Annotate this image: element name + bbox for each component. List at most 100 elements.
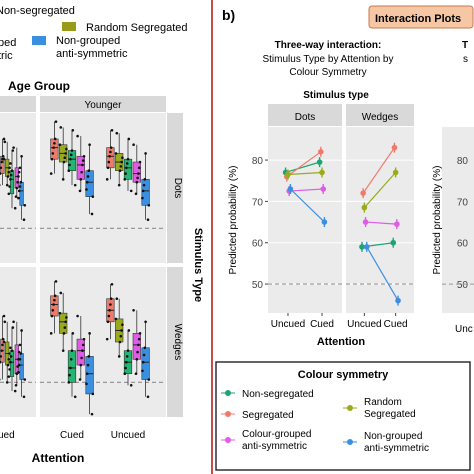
jitter-wedges-cued-3-6 <box>76 314 79 318</box>
jitter-wedges-uncued-3-5 <box>18 343 22 347</box>
box-dots-uncued2-4 <box>141 179 150 206</box>
jitter-wedges-uncued-2-3 <box>9 360 12 364</box>
jitter-dots-uncued2-3-2 <box>136 176 139 180</box>
right-title-line3: Colour Symmetry <box>289 67 366 78</box>
jitter-dots-uncued-4-4 <box>18 185 22 188</box>
point-dots-0-1 <box>316 159 323 165</box>
box-wedges-cued-2 <box>67 350 77 383</box>
legend-label-4-line0: Non-grouped <box>364 431 422 442</box>
x-tick-wedges-uncued: Uncued <box>347 319 381 330</box>
jitter-wedges-cued-2-1 <box>67 381 71 384</box>
jitter-wedges-uncued-2-5 <box>10 349 14 352</box>
jitter-wedges-uncued-1-2 <box>7 358 11 361</box>
jitter-wedges-uncued2-2-4 <box>125 355 129 358</box>
jitter-wedges-cued-2-2 <box>68 373 71 377</box>
jitter-dots-uncued-1-4 <box>9 162 12 165</box>
left-row-strip-wedges <box>167 267 183 417</box>
jitter-dots-cued-2-3 <box>69 157 72 161</box>
jitter-wedges-uncued2-0-0 <box>105 337 109 341</box>
point-wedges-2-0 <box>361 204 368 211</box>
jitter-wedges-cued-2-6 <box>71 332 75 335</box>
jitter-dots-uncued-3-6 <box>12 146 15 149</box>
left-legend-cut-fragment-1: ped <box>0 37 16 49</box>
jitter-dots-uncued-4-1 <box>23 204 27 207</box>
jitter-dots-uncued2-4-3 <box>141 189 145 193</box>
jitter-dots-uncued2-0-5 <box>109 146 113 149</box>
legend-label-1: Segregated <box>242 410 294 421</box>
jitter-wedges-uncued2-3-2 <box>136 350 139 354</box>
series-line-dots-1 <box>286 151 322 178</box>
jitter-wedges-uncued2-4-6 <box>144 320 147 324</box>
right-title-line2: Stimulus Type by Attention by <box>262 54 393 65</box>
jitter-dots-uncued-3-0 <box>14 195 18 198</box>
left-legend: Non-segregated Random Segregated Non-gro… <box>0 5 188 62</box>
y-tick-60: 60 <box>252 239 264 250</box>
jitter-wedges-cued-0-0 <box>49 332 53 335</box>
series-line-dots-3 <box>289 188 324 192</box>
jitter-dots-uncued2-0-6 <box>110 129 114 132</box>
right-cut-title: T <box>462 40 468 51</box>
jitter-dots-uncued2-1-5 <box>114 152 118 155</box>
colour-symmetry-legend <box>215 361 471 471</box>
jitter-dots-uncued2-1-0 <box>117 183 121 187</box>
jitter-dots-uncued2-0-0 <box>105 178 109 181</box>
jitter-dots-cued-2-2 <box>68 163 71 167</box>
interaction-plots-badge-label: Interaction Plots <box>375 13 461 25</box>
left-box-plots <box>0 120 166 416</box>
jitter-wedges-uncued2-1-6 <box>115 297 119 301</box>
jitter-wedges-uncued-4-1 <box>23 378 27 381</box>
jitter-dots-cued-0-3 <box>52 146 55 149</box>
point-wedges-1-1 <box>391 144 398 151</box>
point-dots-3-1 <box>320 186 327 192</box>
right-cut-title-2: s <box>463 54 468 65</box>
jitter-wedges-uncued-0-4 <box>1 343 4 347</box>
jitter-wedges-uncued-1-1 <box>6 363 10 367</box>
jitter-wedges-cued-4-2 <box>85 382 88 386</box>
jitter-dots-cued-2-6 <box>71 129 75 132</box>
point-wedges-2-1 <box>392 169 399 176</box>
jitter-dots-cued-2-4 <box>69 153 73 157</box>
jitter-wedges-uncued-4-0 <box>22 395 26 399</box>
box-dots-cued-2 <box>67 150 77 171</box>
right-facet-title: Stimulus type <box>303 90 369 101</box>
jitter-dots-cued-3-2 <box>80 170 83 174</box>
point-wedges-3-1 <box>394 221 400 227</box>
jitter-dots-uncued-1-1 <box>6 175 10 178</box>
jitter-wedges-cued-1-3 <box>64 320 67 324</box>
jitter-wedges-uncued2-1-5 <box>114 317 118 321</box>
y-tick-50: 50 <box>252 280 264 291</box>
jitter-wedges-uncued-4-4 <box>18 358 22 361</box>
jitter-dots-cued-1-4 <box>65 147 68 151</box>
jitter-dots-cued-0-2 <box>51 152 55 155</box>
y-tick-70: 70 <box>252 197 264 208</box>
left-x-tick-uncued: Uncued <box>111 430 145 441</box>
jitter-wedges-cued-2-0 <box>73 395 77 399</box>
jitter-dots-uncued2-0-2 <box>107 160 111 164</box>
right-title-line1: Three-way interaction: <box>275 40 382 51</box>
jitter-wedges-uncued2-4-1 <box>147 378 151 381</box>
legend-label-3-line0: Colour-grouped <box>242 429 312 440</box>
legend-label-3-line1: anti-symmetric <box>242 441 307 452</box>
jitter-wedges-uncued2-4-5 <box>143 346 147 350</box>
point-dots-4-1 <box>321 219 328 225</box>
jitter-wedges-uncued-4-6 <box>20 329 23 332</box>
panel-letter: b) <box>222 7 235 23</box>
jitter-wedges-uncued2-1-0 <box>117 355 121 358</box>
jitter-dots-uncued-3-1 <box>15 186 19 190</box>
y-tick-80: 80 <box>252 156 264 167</box>
jitter-wedges-uncued2-2-3 <box>125 360 128 364</box>
legend-label-0: Non-segregated <box>242 389 314 400</box>
box-wedges-uncued-2 <box>9 350 15 377</box>
legend-title: Colour symmetry <box>298 369 389 381</box>
jitter-dots-uncued-4-2 <box>17 196 20 200</box>
jitter-wedges-cued-4-4 <box>86 363 90 367</box>
jitter-dots-cued-0-4 <box>53 141 56 145</box>
jitter-wedges-uncued-0-0 <box>0 378 1 381</box>
jitter-dots-uncued-2-3 <box>9 178 12 181</box>
jitter-wedges-uncued-0-3 <box>0 349 3 352</box>
cut-y-ticks: 50 60 70 80 <box>442 156 474 291</box>
right-y-ticks: 50 60 70 80 <box>252 156 268 291</box>
jitter-wedges-uncued-1-6 <box>3 320 7 324</box>
jitter-wedges-uncued2-0-5 <box>109 297 113 301</box>
jitter-dots-uncued-2-2 <box>8 185 11 188</box>
